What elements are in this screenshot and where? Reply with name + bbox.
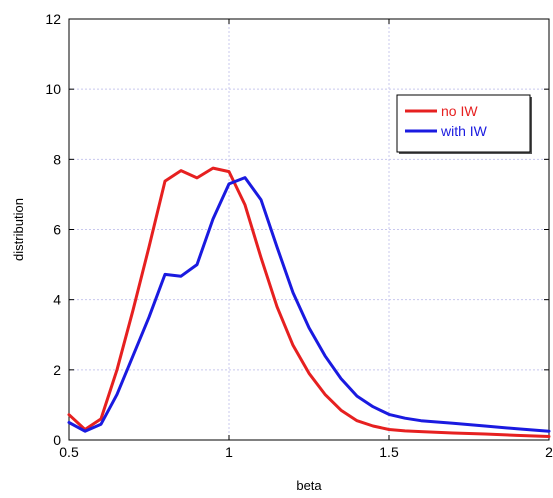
- y-tick-label: 0: [53, 432, 61, 448]
- y-tick-label: 6: [53, 222, 61, 238]
- x-axis-label: beta: [296, 478, 322, 493]
- legend-box: [396, 94, 531, 153]
- y-axis-label: distribution: [11, 198, 26, 261]
- y-tick-label: 10: [45, 81, 61, 97]
- legend-label: no IW: [441, 103, 478, 119]
- x-tick-label: 0.5: [59, 444, 79, 460]
- series-line-with-iw: [67, 176, 551, 433]
- x-tick-label: 2: [545, 444, 553, 460]
- legend-label: with IW: [440, 123, 488, 139]
- y-tick-label: 2: [53, 362, 61, 378]
- legend: no IW with IW: [396, 94, 532, 154]
- grid-lines: [69, 19, 549, 440]
- y-tick-label: 12: [45, 11, 61, 27]
- x-tick-label: 1: [225, 444, 233, 460]
- x-tick-label: 1.5: [379, 444, 399, 460]
- y-tick-label: 8: [53, 151, 61, 167]
- data-series: [67, 166, 551, 438]
- axis-ticks: 0.5 1 1.5 2 0 2 4 6 8 10 12: [45, 11, 553, 460]
- y-tick-label: 4: [53, 292, 61, 308]
- series-line-no-iw: [67, 166, 551, 438]
